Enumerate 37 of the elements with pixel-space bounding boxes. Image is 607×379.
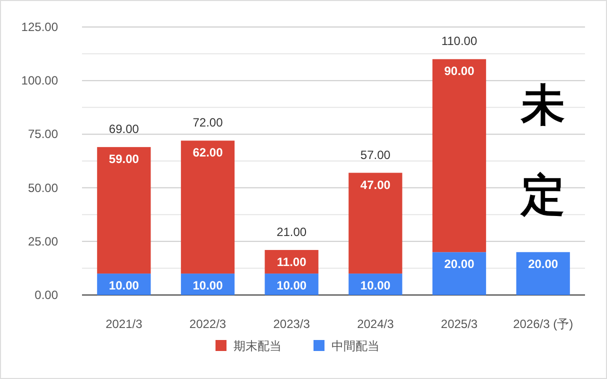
legend-label: 中間配当 <box>332 339 380 353</box>
data-label: 10.00 <box>108 278 140 293</box>
y-tick-label: 125.00 <box>21 20 58 34</box>
data-label: 11.00 <box>276 254 307 269</box>
x-tick-label: 2022/3 <box>189 317 226 331</box>
annotation: 未定 <box>520 81 566 220</box>
legend-label: 期末配当 <box>234 339 282 353</box>
y-tick-label: 50.00 <box>28 180 58 195</box>
data-label: 20.00 <box>444 257 475 272</box>
x-tick-label: 2023/3 <box>273 317 310 331</box>
total-label: 72.00 <box>192 116 224 130</box>
data-label: 47.00 <box>360 178 391 192</box>
x-tick-label: 2026/3 (予) <box>513 317 574 331</box>
bar <box>516 252 570 295</box>
x-tick-label: 2025/3 <box>440 317 478 331</box>
bar <box>180 140 235 274</box>
y-tick-label: 0.00 <box>34 288 58 302</box>
y-tick-label: 75.00 <box>28 127 58 142</box>
bar <box>432 252 486 295</box>
total-label: 57.00 <box>360 148 391 162</box>
y-tick-label: 100.00 <box>21 74 58 88</box>
bar <box>432 59 486 252</box>
data-label: 90.00 <box>444 64 475 78</box>
data-label: 62.00 <box>192 146 224 160</box>
x-tick-label: 2024/3 <box>357 317 394 331</box>
total-label: 69.00 <box>108 122 140 136</box>
data-label: 10.00 <box>276 278 307 293</box>
data-label: 10.00 <box>192 278 224 293</box>
data-label: 20.00 <box>528 257 558 272</box>
data-label: 10.00 <box>360 278 391 293</box>
total-label: 21.00 <box>276 224 307 239</box>
total-label: 110.00 <box>441 34 478 48</box>
x-tick-label: 2021/3 <box>106 317 143 331</box>
y-tick-label: 25.00 <box>28 234 58 248</box>
bar <box>97 147 151 274</box>
data-label: 59.00 <box>108 152 140 166</box>
bar <box>348 172 402 274</box>
